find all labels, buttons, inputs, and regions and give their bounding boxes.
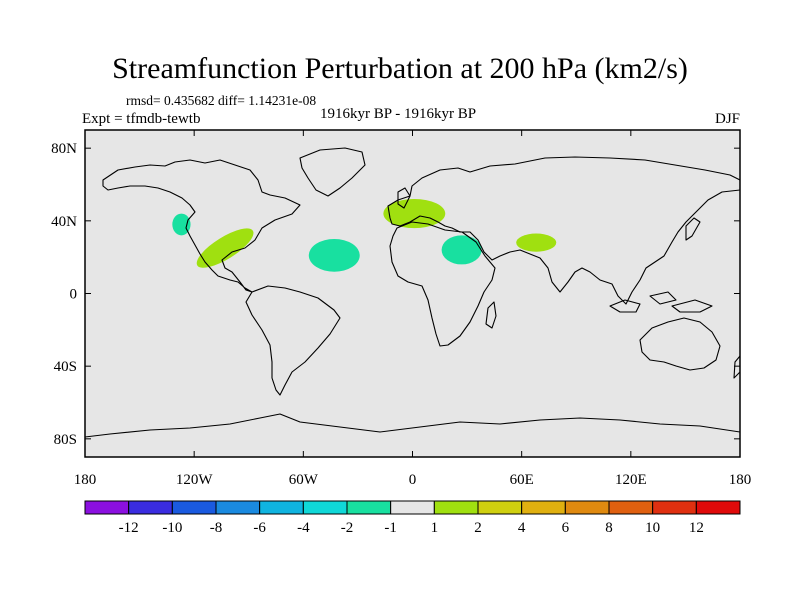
west-us-anomaly [172,213,191,236]
british-isles-coast [397,187,411,209]
colorbar-label: 4 [518,520,526,536]
south-america-coast [245,285,341,396]
mediterranean-anomaly [383,199,446,229]
colorbar-label: 1 [431,520,439,536]
map-background [85,130,740,457]
colorbar-label: -1 [384,520,397,536]
period-label: 1916kyr BP - 1916kyr BP [320,106,477,122]
x-tick-label: 180 [729,472,752,488]
colorbar-swatch [695,500,741,515]
y-tick-label: 80S [54,432,77,448]
colorbar-label: 2 [474,520,482,536]
new-zealand-coast [733,355,740,379]
axes-layer: 80N 40N 0 40S 80S 180 120W 60W 0 60E 120E 180 [51,130,751,488]
colorbar-swatch [302,500,348,515]
season-label: DJF [714,111,740,127]
egypt-arabia-anomaly [441,235,482,265]
colorbar-label: -6 [253,520,266,536]
coastlines [85,147,740,438]
x-tick-label: 60E [510,472,534,488]
arabian-sea-anomaly [516,233,557,252]
anomaly-layer [172,199,557,272]
y-tick-label: 0 [70,287,78,303]
colorbar-swatch [608,500,654,515]
colorbar-swatch [477,500,523,515]
colorbar-label: 8 [605,520,613,536]
japan-coast [685,217,701,241]
caribbean-anomaly [196,228,254,268]
north-america-coast [102,159,301,293]
colorbar-label: -8 [210,520,223,536]
maritime-continent-coast [609,291,713,313]
y-tick-label: 80N [51,141,77,157]
madagascar-coast [485,301,497,329]
colorbar-swatch [521,500,566,515]
eurasia-coast [387,156,740,305]
colorbar: -12 -10 -8 -6 -4 -2 -1 1 2 4 6 8 10 12 [84,500,741,536]
colorbar-label: 12 [689,520,704,536]
antarctica-coast [85,413,740,438]
colorbar-swatch [84,500,130,515]
colorbar-label: -12 [119,520,139,536]
australia-coast [639,317,721,371]
colorbar-swatch [652,500,697,515]
colorbar-swatch [259,500,304,515]
colorbar-label: -4 [297,520,310,536]
x-tick-label: 120E [615,472,647,488]
colorbar-swatch [128,500,173,515]
colorbar-label: -2 [341,520,354,536]
colorbar-swatch [564,500,610,515]
y-tick-label: 40N [51,214,77,230]
colorbar-swatch [433,500,479,515]
x-tick-label: 120W [176,472,214,488]
experiment-label: Expt = tfmdb-tewtb [82,111,201,127]
x-tick-label: 180 [74,472,97,488]
colorbar-swatch [171,500,217,515]
colorbar-label: 6 [562,520,570,536]
atlantic-anomaly [308,239,360,272]
colorbar-label: 10 [645,520,660,536]
colorbar-swatch [346,500,392,515]
greenland-coast [299,147,366,197]
colorbar-swatch [215,500,261,515]
y-tick-label: 40S [54,359,77,375]
x-tick-label: 0 [409,472,417,488]
colorbar-label: -10 [162,520,182,536]
x-tick-label: 60W [289,472,319,488]
rmsd-diff-stats: rmsd= 0.435682 diff= 1.14231e-08 [126,93,317,108]
map-title: Streamfunction Perturbation at 200 hPa (… [112,52,688,85]
colorbar-swatch [390,500,435,515]
africa-coast [389,221,496,347]
